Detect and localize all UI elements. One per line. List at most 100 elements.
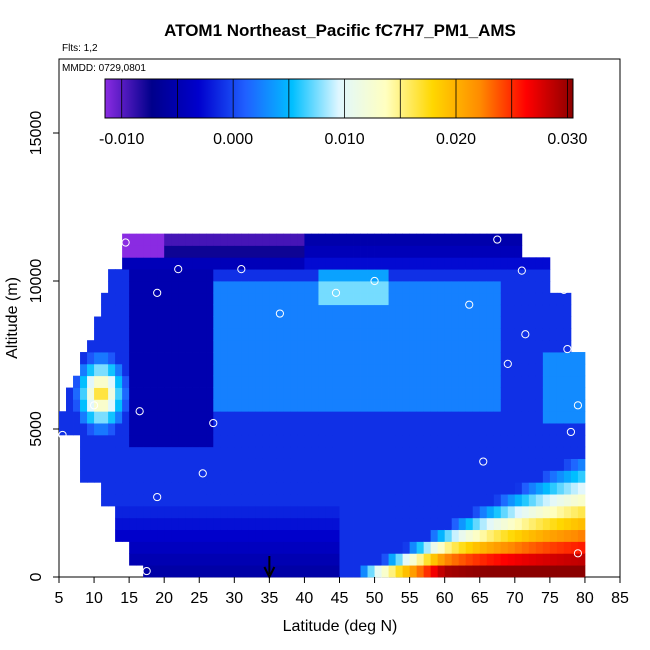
heatmap-cell	[556, 363, 565, 377]
heatmap-cell	[164, 553, 172, 566]
heatmap-cell	[514, 565, 523, 578]
heatmap-cell	[367, 482, 375, 495]
heatmap-cell	[409, 328, 418, 341]
heatmap-cell	[157, 565, 165, 578]
heatmap-cell	[409, 446, 418, 459]
heatmap-cell	[283, 245, 291, 258]
heatmap-cell	[171, 505, 179, 519]
colorbar-tick-label: 0.010	[325, 131, 365, 148]
heatmap-cell	[563, 470, 572, 483]
heatmap-cell	[381, 304, 389, 317]
heatmap-cell	[115, 446, 123, 459]
heatmap-cell	[115, 387, 123, 400]
heatmap-cell	[185, 529, 193, 542]
heatmap-cell	[304, 328, 312, 341]
heatmap-cell	[444, 553, 453, 566]
heatmap-cell	[423, 505, 432, 519]
heatmap-cell	[185, 458, 193, 471]
heatmap-cell	[325, 505, 333, 519]
heatmap-cell	[318, 257, 326, 270]
heatmap-cell	[465, 257, 474, 270]
heatmap-cell	[381, 375, 389, 388]
heatmap-cell	[346, 482, 354, 495]
heatmap-cell	[276, 399, 284, 412]
heatmap-cell	[129, 375, 137, 388]
heatmap-cell	[577, 494, 586, 507]
heatmap-cell	[388, 245, 396, 258]
heatmap-cell	[493, 470, 502, 483]
heatmap-cell	[500, 245, 509, 258]
heatmap-cell	[402, 411, 411, 424]
heatmap-cell	[437, 458, 446, 471]
heatmap-cell	[514, 387, 523, 400]
heatmap-cell	[332, 529, 340, 542]
heatmap-cell	[241, 304, 249, 317]
heatmap-cell	[276, 458, 284, 471]
heatmap-cell	[143, 470, 151, 483]
heatmap-cell	[556, 387, 565, 400]
heatmap-cell	[514, 553, 523, 566]
heatmap-cell	[290, 245, 298, 258]
heatmap-cell	[507, 458, 516, 471]
heatmap-cell	[493, 316, 502, 329]
heatmap-cell	[465, 316, 474, 329]
heatmap-cell	[332, 328, 340, 341]
heatmap-cell	[262, 375, 270, 388]
heatmap-cell	[129, 482, 137, 495]
heatmap-cell	[486, 423, 495, 436]
heatmap-cell	[423, 482, 432, 495]
heatmap-cell	[234, 494, 242, 507]
heatmap-cell	[570, 387, 579, 400]
heatmap-cell	[570, 411, 579, 424]
heatmap-cell	[143, 304, 151, 317]
heatmap-cell	[423, 375, 432, 388]
heatmap-cell	[262, 281, 270, 294]
heatmap-cell	[542, 281, 551, 294]
heatmap-cell	[472, 494, 481, 507]
heatmap-cell	[416, 423, 425, 436]
heatmap-cell	[430, 245, 439, 258]
heatmap-cell	[297, 529, 305, 542]
heatmap-cell	[465, 304, 474, 317]
heatmap-cell	[402, 517, 411, 531]
heatmap-cell	[234, 340, 242, 353]
heatmap-cell	[346, 446, 354, 459]
heatmap-cell	[122, 470, 130, 483]
x-tick-label: 40	[296, 590, 314, 607]
heatmap-cell	[381, 340, 389, 353]
heatmap-cell	[283, 257, 291, 270]
heatmap-cell	[108, 423, 116, 436]
heatmap-cell	[542, 517, 551, 531]
heatmap-cell	[318, 340, 326, 353]
heatmap-cell	[276, 565, 284, 578]
heatmap-cell	[353, 553, 361, 566]
heatmap-cell	[290, 375, 298, 388]
heatmap-cell	[227, 328, 235, 341]
heatmap-cell	[465, 281, 474, 294]
heatmap-cell	[507, 281, 516, 294]
heatmap-cell	[101, 411, 109, 424]
heatmap-cell	[374, 292, 382, 306]
heatmap-cell	[248, 363, 256, 377]
heatmap-cell	[185, 281, 193, 294]
heatmap-cell	[472, 517, 481, 531]
heatmap-cell	[234, 245, 242, 258]
heatmap-cell	[395, 494, 404, 507]
heatmap-cell	[136, 494, 144, 507]
heatmap-cell	[248, 304, 256, 317]
heatmap-cell	[549, 517, 558, 531]
heatmap-cell	[290, 494, 298, 507]
heatmap-cell	[570, 553, 579, 566]
heatmap-cell	[388, 505, 396, 519]
heatmap-cell	[381, 269, 389, 282]
x-tick-label: 75	[541, 590, 559, 607]
heatmap-cell	[528, 269, 537, 282]
heatmap-cell	[290, 517, 298, 531]
heatmap-cell	[157, 363, 165, 377]
heatmap-cell	[227, 529, 235, 542]
heatmap-cell	[381, 434, 389, 448]
heatmap-cell	[381, 494, 389, 507]
heatmap-cell	[556, 541, 565, 554]
heatmap-cell	[332, 316, 340, 329]
heatmap-cell	[213, 363, 221, 377]
